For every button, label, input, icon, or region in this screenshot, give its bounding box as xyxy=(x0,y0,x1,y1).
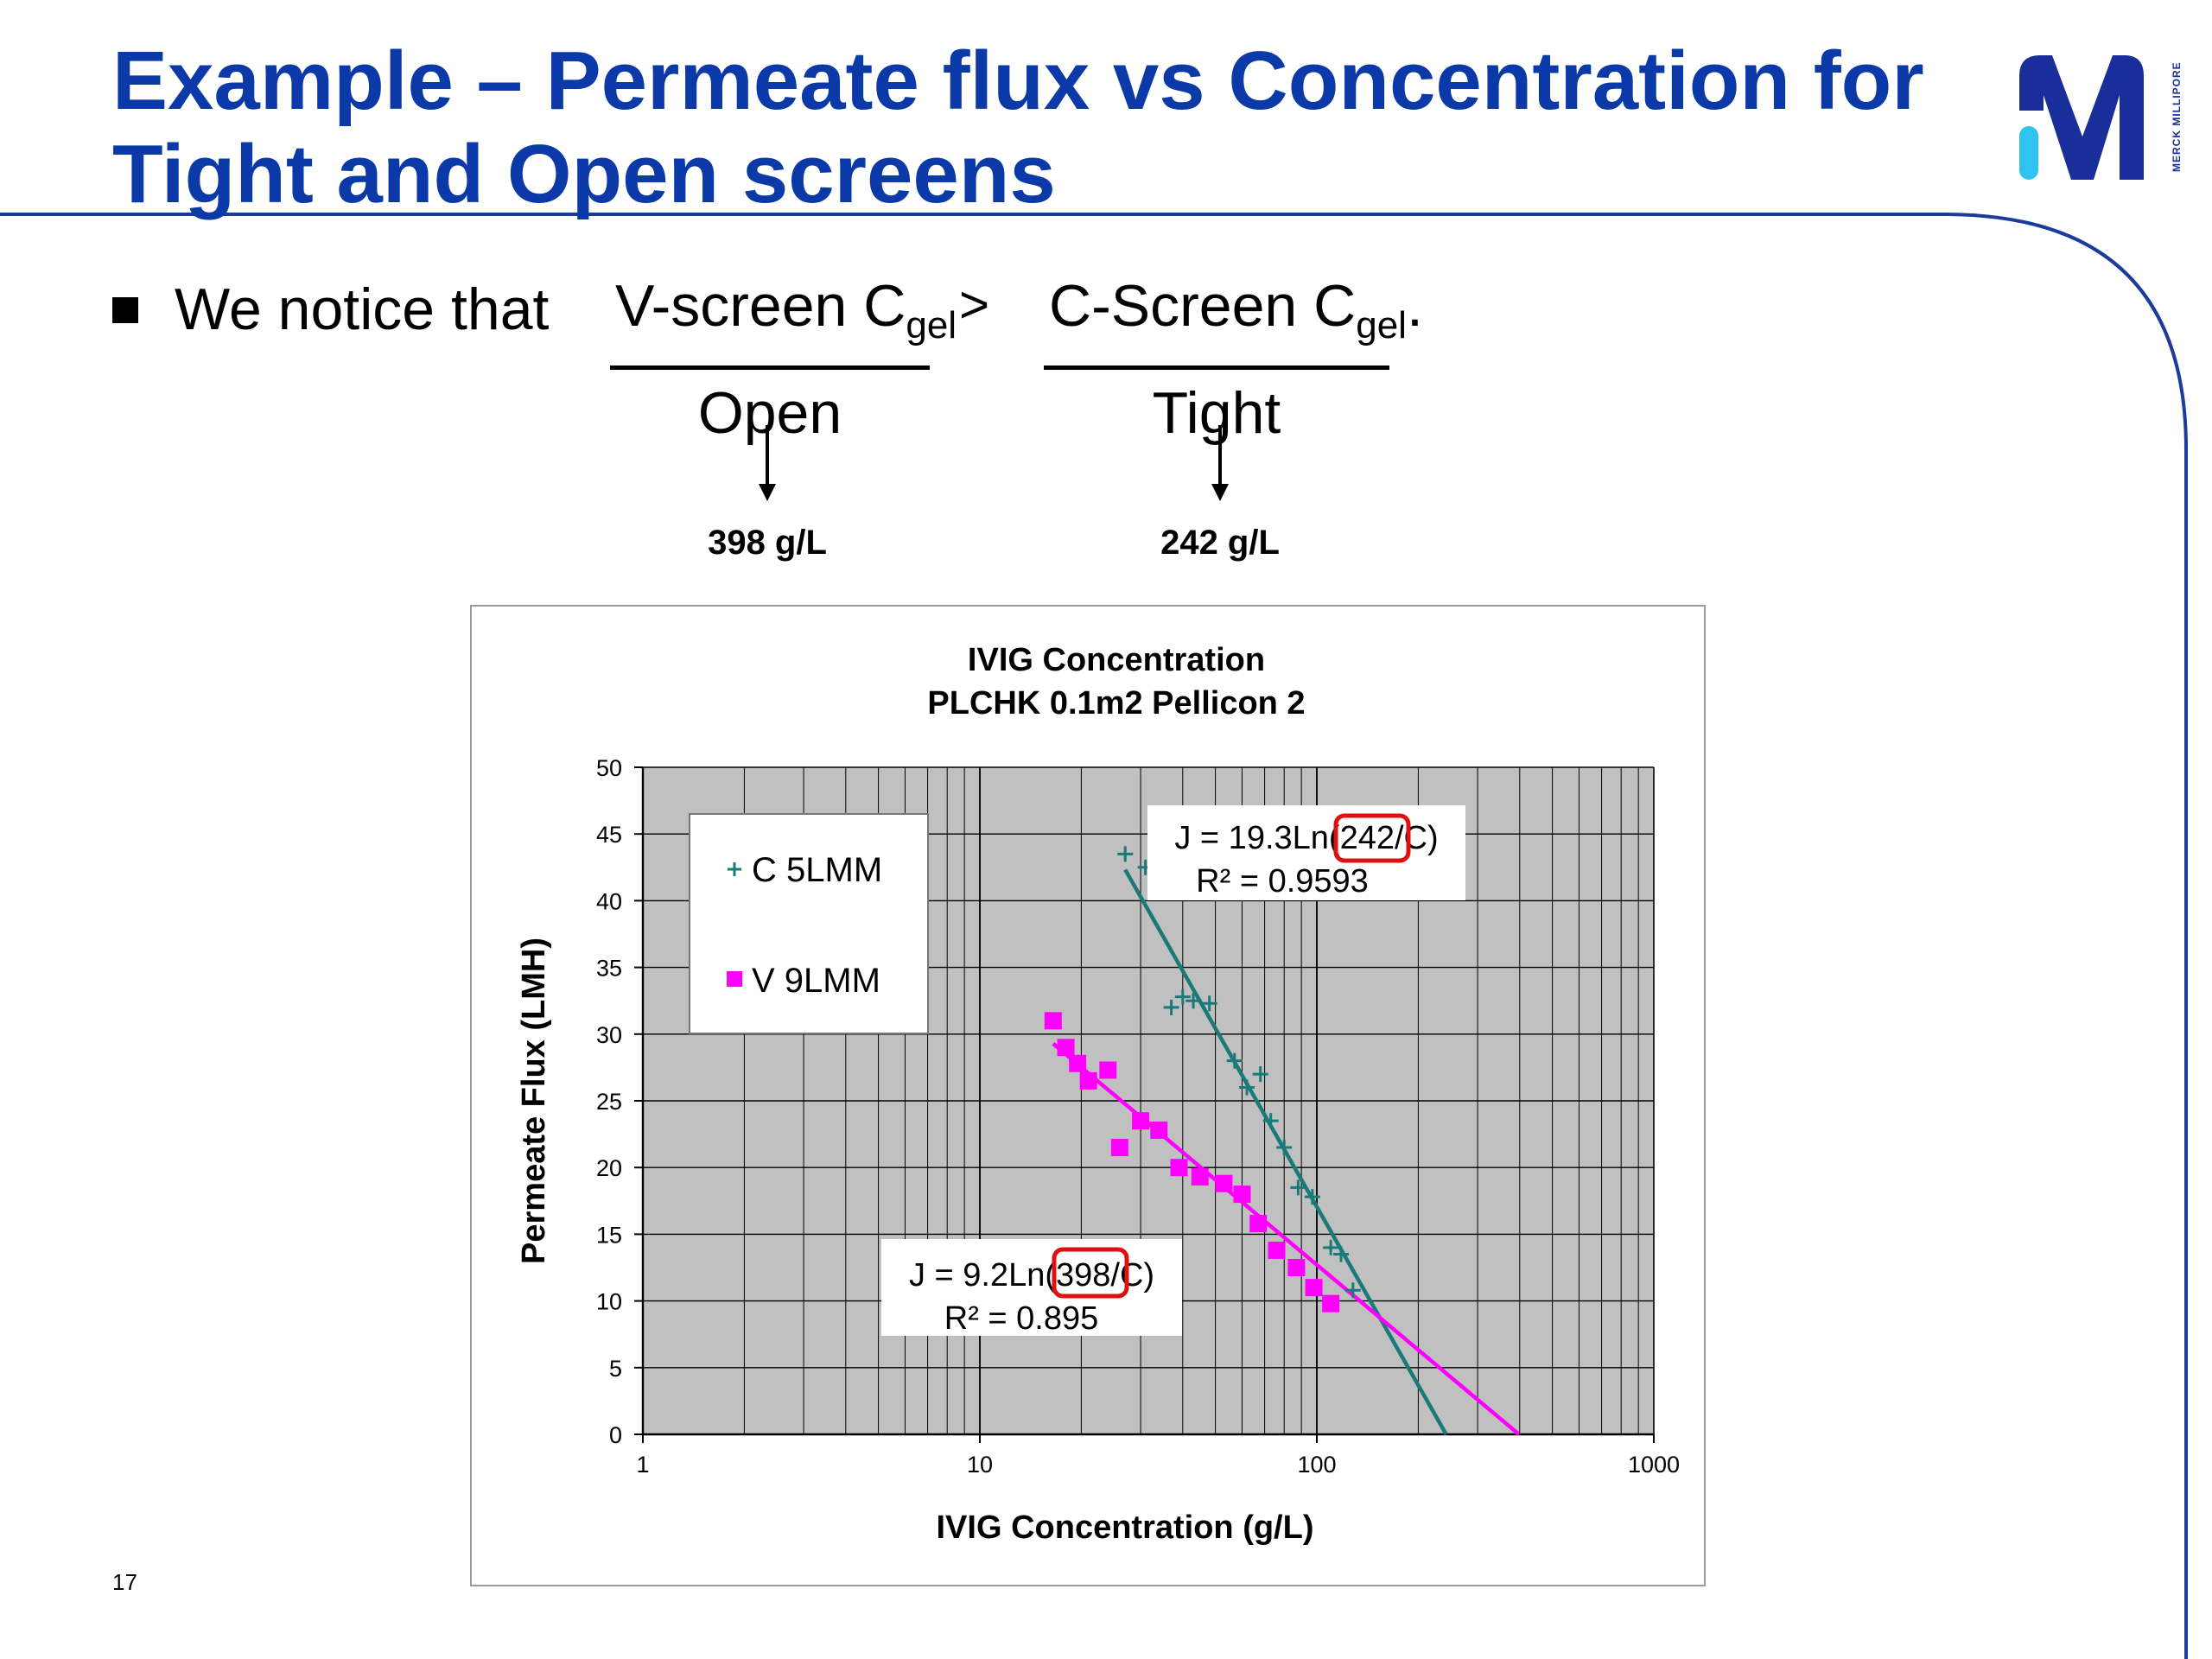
chart-subtitle: PLCHK 0.1m2 Pellicon 2 xyxy=(927,685,1305,721)
title-line-2: Tight and Open screens xyxy=(112,128,1056,220)
merck-millipore-logo xyxy=(2019,55,2144,180)
data-point-square xyxy=(1150,1121,1168,1139)
y-tick-label: 45 xyxy=(596,822,622,848)
fit-equation-c-box xyxy=(1147,805,1465,900)
y-tick-label: 30 xyxy=(596,1022,622,1048)
logo-m-shape xyxy=(2019,55,2144,180)
x-tick-label: 1 xyxy=(636,1452,649,1478)
fit-equation-v-line1: J = 9.2Ln(398/C) xyxy=(909,1257,1154,1294)
fit-equation-v-line2: R² = 0.895 xyxy=(944,1300,1099,1337)
data-point-square xyxy=(1249,1215,1268,1233)
data-point-plus xyxy=(1290,1179,1306,1196)
header-rule xyxy=(0,213,2188,1659)
legend: C 5LMM V 9LMM xyxy=(689,813,929,1034)
data-point-plus xyxy=(1304,1189,1320,1205)
data-point-square xyxy=(1069,1054,1087,1072)
bullet-text: We notice that xyxy=(175,276,550,342)
data-point-square xyxy=(1170,1159,1188,1177)
tight-label: Tight xyxy=(1152,380,1281,446)
y-tick-label: 25 xyxy=(596,1089,622,1115)
title-line-1: Example – Permeate flux vs Concentration… xyxy=(112,35,1924,127)
data-point-square xyxy=(1305,1279,1323,1297)
trendline xyxy=(1052,1042,1521,1436)
open-cgel-value: 398 g/L xyxy=(708,524,827,562)
fit-equation-v-box xyxy=(881,1239,1182,1336)
highlight-242-circle xyxy=(1333,813,1411,863)
data-point-square xyxy=(1215,1174,1233,1192)
data-point-plus xyxy=(1226,1052,1243,1069)
data-point-plus xyxy=(1185,993,1202,1009)
fit-equation-v: J = 9.2Ln(398/C) R² = 0.895 xyxy=(881,1239,1182,1337)
fit-equation-c-line1: J = 19.3Ln(242/C) xyxy=(1174,820,1438,856)
data-point-square xyxy=(1132,1112,1150,1130)
y-axis-ticks: 0 5 10 15 20 25 30 35 40 45 50 xyxy=(596,755,643,1448)
data-point-square xyxy=(1079,1071,1097,1090)
data-point-plus xyxy=(1262,1113,1279,1129)
c-screen-fraction: C-Screen Cgel. Tight xyxy=(1044,275,1423,446)
y-tick-label: 5 xyxy=(609,1356,622,1382)
y-tick-label: 35 xyxy=(596,956,622,982)
y-tick-label: 40 xyxy=(596,888,622,914)
data-point-square xyxy=(1322,1294,1340,1313)
data-point-square xyxy=(1044,1012,1062,1030)
data-point-square xyxy=(1057,1039,1075,1057)
y-tick-label: 20 xyxy=(596,1155,622,1181)
tight-cgel-value: 242 g/L xyxy=(1160,524,1280,562)
chart-title: IVIG Concentration xyxy=(968,642,1265,678)
y-tick-label: 50 xyxy=(596,755,622,781)
v-screen-fraction: V-screen Cgel Open xyxy=(610,275,957,446)
data-point-square xyxy=(1233,1185,1251,1204)
trendline xyxy=(1123,868,1448,1436)
data-points xyxy=(1044,846,1361,1313)
data-point-square xyxy=(1110,1139,1128,1157)
data-point-plus xyxy=(1201,995,1217,1012)
page-number: 17 xyxy=(112,1569,137,1595)
open-arrow-head-icon xyxy=(759,484,776,501)
trendlines xyxy=(1052,868,1521,1436)
open-label: Open xyxy=(697,380,842,446)
y-axis-label: Permeate Flux (LMH) xyxy=(516,938,552,1264)
legend-series-1: C 5LMM xyxy=(752,851,882,889)
data-point-plus xyxy=(1323,1239,1339,1255)
tight-arrow-head-icon xyxy=(1211,484,1229,501)
bullet-square-icon xyxy=(112,297,138,324)
data-point-plus xyxy=(1117,846,1134,862)
x-tick-label: 10 xyxy=(967,1452,993,1478)
x-tick-label: 1000 xyxy=(1628,1452,1680,1478)
legend-square-icon xyxy=(727,971,742,987)
logo-cyan-bar xyxy=(2019,126,2038,180)
data-point-plus xyxy=(1344,1282,1361,1299)
x-axis-label: IVIG Concentration (g/L) xyxy=(937,1510,1314,1546)
greater-than-sign: > xyxy=(959,276,990,334)
v-screen-cgel-label: V-screen Cgel xyxy=(610,275,957,370)
x-axis-ticks: 1 10 100 1000 xyxy=(636,1434,1680,1478)
data-point-plus xyxy=(1252,1066,1268,1083)
legend-box xyxy=(689,813,929,1034)
bullet-line: We notice that xyxy=(112,275,549,344)
data-point-square xyxy=(1268,1241,1286,1259)
data-point-plus xyxy=(1174,988,1191,1005)
slide-title: Example – Permeate flux vs Concentration… xyxy=(112,35,1924,221)
data-point-plus xyxy=(1163,999,1179,1015)
chart-container: IVIG Concentration PLCHK 0.1m2 Pellicon … xyxy=(470,605,1706,1586)
data-point-square xyxy=(1287,1259,1306,1276)
c-screen-cgel-label: C-Screen Cgel. xyxy=(1044,275,1423,370)
data-point-plus xyxy=(1333,1246,1350,1262)
chart-svg: IVIG Concentration PLCHK 0.1m2 Pellicon … xyxy=(516,642,1680,1546)
fit-equation-c: J = 19.3Ln(242/C) R² = 0.9593 xyxy=(1147,805,1465,900)
data-point-plus xyxy=(1239,1079,1255,1096)
highlight-398-circle xyxy=(1052,1247,1129,1299)
data-point-square xyxy=(1099,1061,1117,1079)
legend-series-2: V 9LMM xyxy=(752,962,880,1000)
x-tick-label: 100 xyxy=(1297,1452,1336,1478)
fit-equation-c-line2: R² = 0.9593 xyxy=(1196,863,1369,899)
y-tick-label: 15 xyxy=(596,1222,622,1248)
data-point-plus xyxy=(1276,1140,1293,1156)
y-tick-label: 0 xyxy=(609,1422,622,1448)
legend-plus-icon xyxy=(728,862,741,876)
y-tick-label: 10 xyxy=(596,1289,622,1315)
data-point-square xyxy=(1191,1168,1209,1186)
